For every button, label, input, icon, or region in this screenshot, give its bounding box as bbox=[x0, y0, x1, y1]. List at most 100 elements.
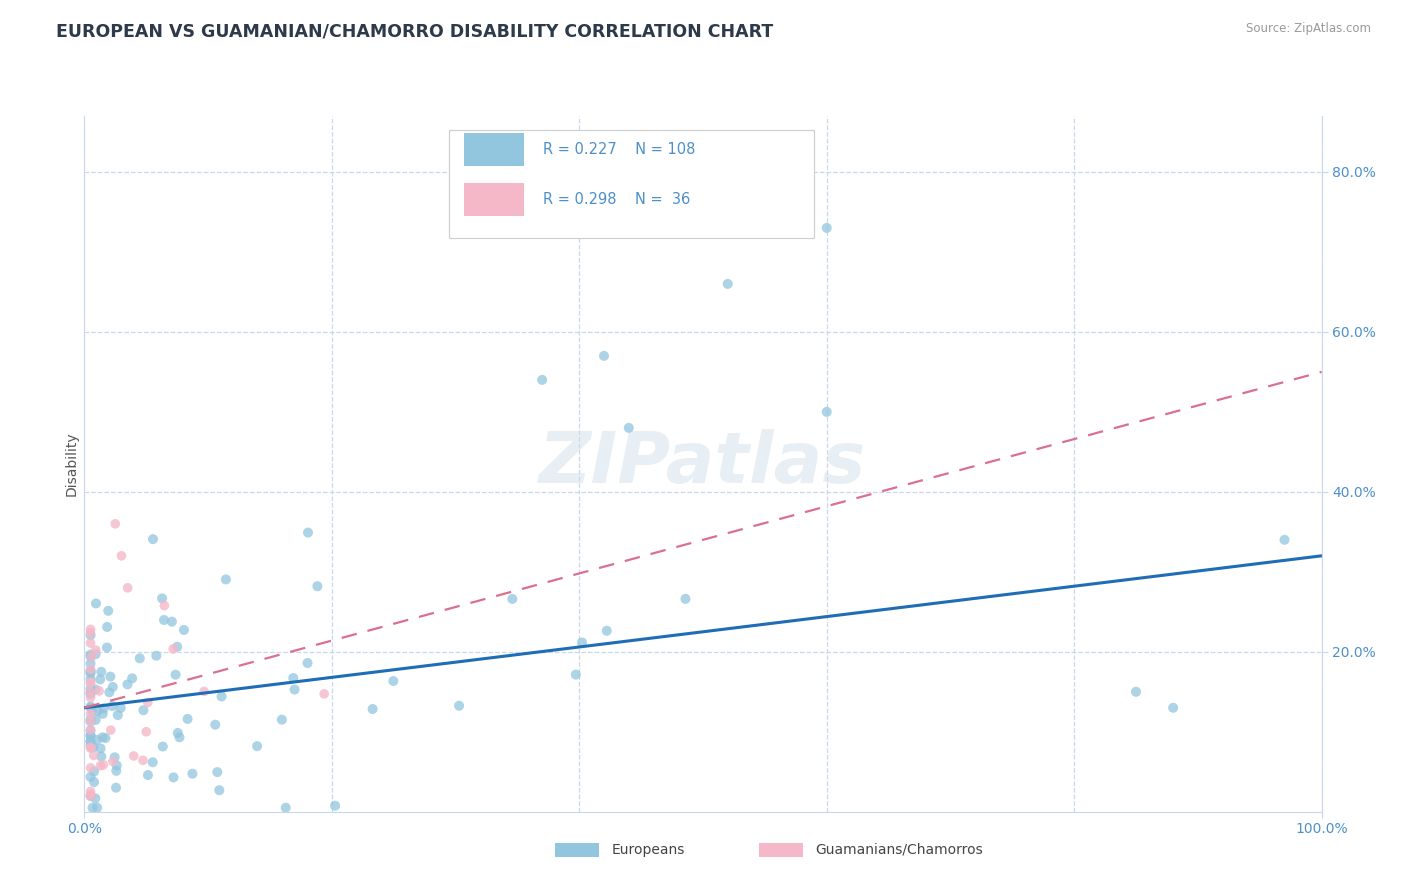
FancyBboxPatch shape bbox=[464, 133, 523, 166]
Point bbox=[110, 549, 132, 563]
Point bbox=[307, 579, 329, 593]
Point bbox=[79, 648, 101, 662]
Point bbox=[79, 636, 101, 650]
Point bbox=[83, 748, 105, 763]
Point bbox=[79, 666, 101, 681]
Point bbox=[314, 687, 336, 701]
Point bbox=[79, 784, 101, 798]
Point bbox=[160, 615, 183, 629]
Point bbox=[79, 685, 101, 699]
Point bbox=[246, 739, 269, 753]
Text: R = 0.227    N = 108: R = 0.227 N = 108 bbox=[543, 142, 696, 157]
Point bbox=[107, 708, 129, 723]
Point bbox=[136, 696, 159, 710]
Point bbox=[79, 687, 101, 701]
Point bbox=[79, 675, 101, 690]
Point bbox=[100, 723, 122, 737]
Point bbox=[79, 649, 101, 664]
Point bbox=[84, 713, 107, 727]
Point bbox=[211, 690, 233, 704]
Point bbox=[79, 665, 101, 679]
Point bbox=[1125, 685, 1147, 699]
Point bbox=[89, 673, 111, 687]
Point bbox=[675, 591, 697, 606]
Point bbox=[79, 789, 101, 803]
Point bbox=[79, 681, 101, 696]
Point bbox=[101, 755, 124, 769]
Point bbox=[142, 532, 165, 546]
Point bbox=[208, 783, 231, 797]
Point bbox=[361, 702, 384, 716]
Point bbox=[128, 651, 150, 665]
Point bbox=[84, 643, 107, 657]
Point bbox=[1274, 533, 1296, 547]
Point bbox=[593, 349, 616, 363]
Point bbox=[176, 712, 198, 726]
Point bbox=[93, 701, 115, 715]
Point bbox=[132, 703, 155, 717]
Point bbox=[270, 713, 292, 727]
Point bbox=[82, 740, 104, 755]
FancyBboxPatch shape bbox=[464, 183, 523, 216]
Point bbox=[79, 673, 101, 687]
Point bbox=[79, 700, 101, 714]
Text: ZIPatlas: ZIPatlas bbox=[540, 429, 866, 499]
Point bbox=[91, 706, 114, 721]
Point bbox=[98, 670, 121, 684]
Point bbox=[501, 591, 523, 606]
Point bbox=[89, 758, 111, 772]
Point bbox=[152, 739, 174, 754]
Point bbox=[150, 591, 173, 606]
Point bbox=[145, 648, 167, 663]
Point bbox=[153, 613, 176, 627]
Point bbox=[617, 421, 640, 435]
Point bbox=[284, 682, 307, 697]
Point bbox=[166, 726, 188, 740]
Point bbox=[79, 626, 101, 640]
Point bbox=[717, 277, 740, 291]
Point bbox=[90, 665, 112, 679]
Point bbox=[79, 699, 101, 714]
Point bbox=[596, 624, 619, 638]
Point bbox=[79, 714, 101, 728]
Point bbox=[83, 764, 105, 779]
Point bbox=[82, 801, 104, 815]
Point bbox=[565, 667, 588, 681]
Point bbox=[105, 764, 128, 778]
Point bbox=[98, 685, 121, 699]
Point bbox=[193, 684, 215, 698]
Point bbox=[382, 673, 405, 688]
Point bbox=[105, 758, 128, 772]
Point bbox=[162, 641, 184, 656]
Point bbox=[79, 685, 101, 699]
Point bbox=[83, 775, 105, 789]
Y-axis label: Disability: Disability bbox=[65, 432, 79, 496]
Point bbox=[79, 761, 101, 775]
Point bbox=[79, 723, 101, 737]
Point bbox=[97, 604, 120, 618]
Point bbox=[93, 757, 115, 772]
Point bbox=[90, 749, 112, 764]
Point bbox=[142, 756, 165, 770]
Point bbox=[79, 676, 101, 690]
Point bbox=[166, 640, 188, 654]
FancyBboxPatch shape bbox=[450, 130, 814, 238]
Point bbox=[79, 728, 101, 742]
Point bbox=[204, 717, 226, 731]
Point bbox=[121, 671, 143, 685]
Point bbox=[82, 704, 104, 718]
Point bbox=[283, 671, 305, 685]
Point bbox=[94, 731, 117, 745]
Point bbox=[181, 766, 204, 780]
Text: Europeans: Europeans bbox=[612, 843, 685, 857]
Point bbox=[79, 739, 101, 753]
Point bbox=[122, 748, 145, 763]
Point bbox=[79, 628, 101, 642]
Text: Guamanians/Chamorros: Guamanians/Chamorros bbox=[815, 843, 983, 857]
Point bbox=[297, 525, 319, 540]
Point bbox=[117, 677, 139, 691]
Point bbox=[96, 620, 118, 634]
Point bbox=[84, 647, 107, 661]
Point bbox=[79, 690, 101, 705]
Point bbox=[104, 516, 127, 531]
